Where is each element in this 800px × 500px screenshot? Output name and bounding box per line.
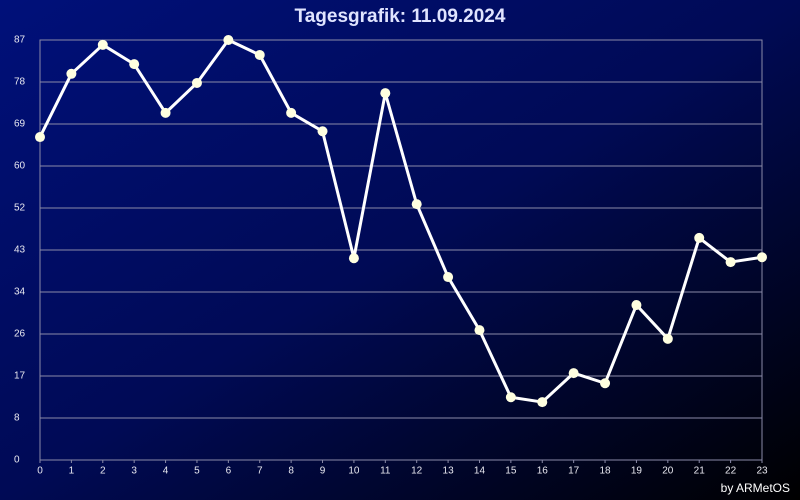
x-tick-label: 9 (320, 466, 326, 477)
x-tick-label: 13 (443, 466, 455, 477)
data-point (568, 368, 579, 379)
data-point (191, 77, 202, 88)
data-point (474, 325, 485, 336)
data-point (725, 257, 736, 268)
x-tick-label: 3 (131, 466, 137, 477)
x-tick-label: 0 (37, 466, 43, 477)
y-tick-label: 52 (14, 203, 26, 214)
data-point (129, 59, 140, 70)
credit: by ARMetOS (721, 481, 790, 495)
data-point (254, 49, 265, 60)
data-point (66, 68, 77, 79)
y-tick-label: 69 (14, 119, 26, 130)
x-tick-label: 5 (194, 466, 200, 477)
x-tick-label: 2 (100, 466, 106, 477)
x-tick-label: 20 (662, 466, 674, 477)
y-tick-label: 60 (14, 161, 26, 172)
data-point (757, 252, 767, 263)
data-point (286, 107, 297, 118)
data-point (631, 300, 642, 311)
data-point (35, 132, 45, 143)
x-tick-label: 8 (288, 466, 294, 477)
x-tick-label: 7 (257, 466, 263, 477)
x-tick-label: 22 (725, 466, 737, 477)
x-tick-label: 12 (411, 466, 423, 477)
data-point (317, 126, 328, 137)
y-tick-label: 87 (14, 35, 26, 46)
data-line (38, 38, 763, 404)
x-tick-label: 18 (599, 466, 611, 477)
y-tick-label: 0 (14, 455, 20, 466)
data-point (380, 88, 391, 99)
data-point (411, 199, 422, 210)
x-tick-label: 23 (756, 466, 768, 477)
chart-title: Tagesgrafik: 11.09.2024 (295, 6, 506, 27)
x-tick-label: 15 (505, 466, 517, 477)
x-tick-label: 6 (226, 466, 232, 477)
data-point (443, 272, 454, 283)
x-tick-label: 14 (474, 466, 486, 477)
x-tick-label: 21 (694, 466, 706, 477)
data-point (662, 333, 673, 344)
x-tick-label: 10 (348, 466, 360, 477)
x-tick-label: 17 (568, 466, 580, 477)
x-tick-label: 19 (631, 466, 643, 477)
data-point (97, 39, 108, 50)
y-tick-label: 8 (14, 413, 20, 424)
y-tick-label: 26 (14, 329, 26, 340)
data-point (223, 35, 234, 45)
y-tick-label: 34 (14, 287, 26, 298)
y-tick-label: 17 (14, 371, 26, 382)
data-point (537, 397, 548, 408)
data-point (600, 378, 611, 389)
data-point (160, 107, 171, 118)
y-tick-label: 78 (14, 77, 26, 88)
x-tick-label: 1 (69, 466, 75, 477)
data-point (505, 392, 516, 403)
x-tick-label: 11 (380, 466, 391, 477)
x-tick-label: 4 (163, 466, 169, 477)
data-point (694, 232, 705, 243)
plot-frame (39, 39, 763, 461)
x-tick-label: 16 (537, 466, 549, 477)
data-point (348, 253, 359, 264)
y-tick-label: 43 (14, 245, 26, 256)
